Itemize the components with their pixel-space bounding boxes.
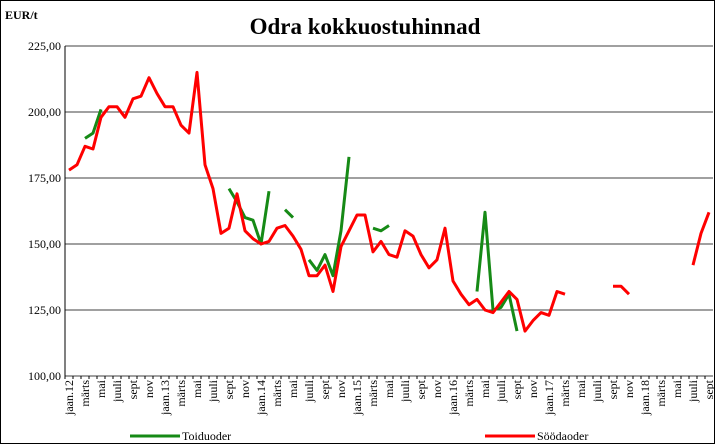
y-axis-label: EUR/t bbox=[5, 8, 38, 22]
x-tick-label: mai bbox=[574, 379, 588, 398]
x-tick-label: nov bbox=[238, 380, 252, 398]
x-tick-label: jaan.15 bbox=[350, 380, 364, 416]
line-series bbox=[613, 284, 631, 296]
x-tick-label: jaan.12 bbox=[62, 380, 76, 416]
x-tick-label: nov bbox=[526, 380, 540, 398]
legend-label: Söödaoder bbox=[537, 429, 588, 443]
x-tick-label: mai bbox=[190, 379, 204, 398]
x-tick-label: märts bbox=[78, 380, 92, 407]
x-tick-label: sept bbox=[414, 379, 428, 399]
x-tick-label: mai bbox=[94, 379, 108, 398]
x-tick-label: sept bbox=[126, 379, 140, 399]
x-tick-label: nov bbox=[142, 380, 156, 398]
x-tick-label: jaan.17 bbox=[542, 380, 556, 416]
x-tick-label: juuli bbox=[302, 379, 316, 403]
x-tick-label: nov bbox=[430, 380, 444, 398]
legend-label: Toiduoder bbox=[182, 429, 231, 443]
y-tick-label: 200,00 bbox=[28, 105, 61, 119]
line-series bbox=[68, 70, 566, 333]
x-tick-label: juuli bbox=[590, 379, 604, 403]
x-tick-label: märts bbox=[654, 380, 668, 407]
line-series bbox=[307, 156, 351, 278]
x-tick-label: märts bbox=[366, 380, 380, 407]
x-tick-label: jaan.14 bbox=[254, 380, 268, 416]
line-series bbox=[84, 108, 103, 140]
x-tick-label: nov bbox=[334, 380, 348, 398]
x-tick-label: jaan.16 bbox=[446, 380, 460, 416]
x-tick-label: juuli bbox=[686, 379, 700, 403]
y-tick-label: 175,00 bbox=[28, 171, 61, 185]
x-tick-label: sept bbox=[702, 379, 715, 399]
x-tick-label: märts bbox=[558, 380, 572, 407]
x-tick-label: juuli bbox=[398, 379, 412, 403]
x-tick-label: sept bbox=[606, 379, 620, 399]
line-series bbox=[372, 224, 390, 233]
y-tick-label: 125,00 bbox=[28, 303, 61, 317]
x-tick-label: märts bbox=[462, 380, 476, 407]
x-tick-label: sept bbox=[222, 379, 236, 399]
x-tick-label: sept bbox=[510, 379, 524, 399]
x-tick-label: mai bbox=[478, 379, 492, 398]
x-tick-label: juuli bbox=[494, 379, 508, 403]
x-tick-label: nov bbox=[622, 380, 636, 398]
line-series bbox=[691, 211, 711, 266]
x-tick-label: jaan.13 bbox=[158, 380, 172, 416]
y-tick-label: 150,00 bbox=[28, 237, 61, 251]
line-series bbox=[283, 208, 295, 219]
x-tick-label: mai bbox=[286, 379, 300, 398]
x-tick-label: mai bbox=[670, 379, 684, 398]
x-tick-label: märts bbox=[174, 380, 188, 407]
x-tick-label: juuli bbox=[110, 379, 124, 403]
x-tick-label: jaan.18 bbox=[638, 380, 652, 416]
y-tick-label: 225,00 bbox=[28, 39, 61, 53]
y-tick-label: 100,00 bbox=[28, 369, 61, 383]
x-tick-label: mai bbox=[382, 379, 396, 398]
x-tick-label: märts bbox=[270, 380, 284, 407]
x-tick-label: sept bbox=[318, 379, 332, 399]
x-tick-label: juuli bbox=[206, 379, 220, 403]
chart-title: Odra kokkuostuhinnad bbox=[250, 14, 481, 39]
